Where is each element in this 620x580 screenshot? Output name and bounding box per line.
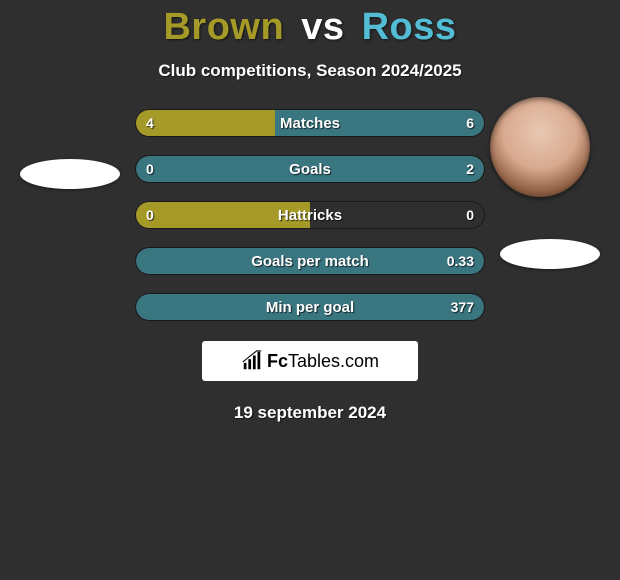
stat-value-left: 4 <box>146 110 154 136</box>
stat-value-right: 0 <box>466 202 474 228</box>
chart-icon <box>241 350 263 372</box>
stat-row: Goals0 2 <box>135 155 485 183</box>
stat-label: Min per goal <box>136 294 484 320</box>
brand-text: FcTables.com <box>267 351 379 372</box>
subtitle: Club competitions, Season 2024/2025 <box>0 61 620 81</box>
stat-row: Hattricks0 0 <box>135 201 485 229</box>
stat-value-right: 0.33 <box>447 248 474 274</box>
stat-value-right: 6 <box>466 110 474 136</box>
stat-row: Matches4 6 <box>135 109 485 137</box>
stat-bars: Matches46Goals02Hattricks00Goals per mat… <box>135 109 485 321</box>
stat-row: Min per goal377 <box>135 293 485 321</box>
player2-club-badge <box>500 239 600 269</box>
brand-badge: FcTables.com <box>202 341 418 381</box>
brand-prefix: Fc <box>267 351 288 371</box>
page-title: Brown vs Ross <box>0 0 620 49</box>
player1-name: Brown <box>163 6 284 48</box>
player1-club-badge <box>20 159 120 189</box>
brand-suffix: Tables.com <box>288 351 379 371</box>
stat-value-left: 0 <box>146 156 154 182</box>
stat-label: Hattricks <box>136 202 484 228</box>
stat-value-left: 0 <box>146 202 154 228</box>
versus-label: vs <box>295 6 350 48</box>
stat-value-right: 377 <box>451 294 474 320</box>
stat-row: Goals per match0.33 <box>135 247 485 275</box>
player2-name: Ross <box>362 6 457 48</box>
comparison-area: Matches46Goals02Hattricks00Goals per mat… <box>0 109 620 423</box>
stat-label: Goals per match <box>136 248 484 274</box>
date-label: 19 september 2024 <box>0 403 620 423</box>
player2-avatar <box>490 97 590 197</box>
stat-label: Matches <box>136 110 484 136</box>
stat-label: Goals <box>136 156 484 182</box>
stat-value-right: 2 <box>466 156 474 182</box>
